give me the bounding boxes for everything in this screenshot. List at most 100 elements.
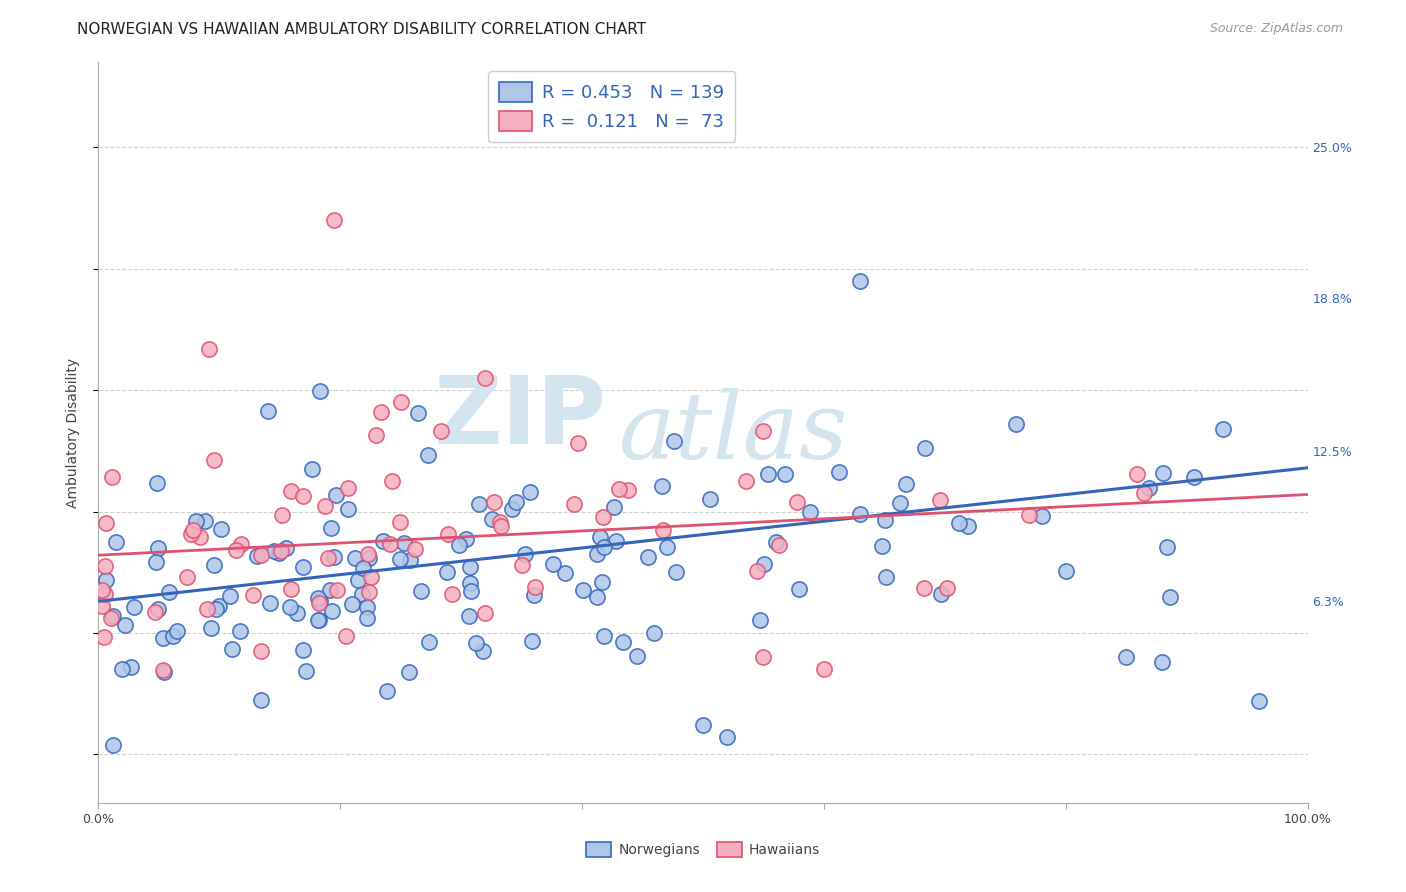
Point [607, 482, 630, 496]
Point [849, 274, 872, 288]
Point [651, 479, 673, 493]
Point [356, 600, 378, 615]
Point [460, 559, 482, 574]
Point [541, 557, 564, 571]
Point [929, 493, 952, 508]
Point [441, 587, 464, 601]
Point [270, 508, 292, 522]
Point [586, 547, 609, 561]
Point [197, 342, 219, 356]
Point [1005, 417, 1028, 431]
Point [489, 515, 512, 529]
Point [229, 624, 252, 639]
Point [321, 604, 343, 618]
Point [162, 629, 184, 643]
Text: ZIP: ZIP [433, 372, 606, 464]
Point [359, 551, 381, 566]
Point [1182, 469, 1205, 483]
Point [501, 502, 523, 516]
Point [101, 738, 124, 752]
Point [889, 496, 911, 510]
Point [747, 564, 769, 578]
Point [103, 608, 125, 623]
Point [301, 462, 323, 476]
Point [364, 427, 387, 442]
Point [436, 565, 458, 579]
Point [489, 518, 512, 533]
Point [101, 469, 124, 483]
Point [404, 542, 426, 557]
Y-axis label: Ambulatory Disability: Ambulatory Disability [66, 358, 80, 508]
Point [585, 591, 607, 605]
Point [692, 718, 714, 732]
Point [263, 544, 285, 558]
Point [896, 477, 918, 491]
Point [429, 424, 451, 438]
Point [870, 540, 893, 554]
Point [392, 536, 415, 550]
Point [512, 558, 534, 572]
Point [120, 660, 142, 674]
Point [93, 630, 115, 644]
Point [554, 566, 576, 581]
Point [356, 611, 378, 625]
Point [593, 540, 616, 554]
Point [309, 384, 332, 398]
Point [734, 474, 756, 488]
Point [389, 552, 412, 566]
Point [96, 516, 118, 530]
Point [267, 546, 290, 560]
Point [146, 601, 169, 615]
Point [388, 515, 411, 529]
Point [474, 371, 496, 385]
Point [1115, 650, 1137, 665]
Point [205, 602, 228, 616]
Point [484, 495, 506, 509]
Point [337, 481, 360, 495]
Point [94, 573, 117, 587]
Point [765, 534, 787, 549]
Point [1018, 508, 1040, 523]
Point [591, 575, 613, 590]
Point [292, 560, 315, 574]
Point [218, 590, 240, 604]
Point [467, 497, 489, 511]
Point [325, 488, 347, 502]
Text: NORWEGIAN VS HAWAIIAN AMBULATORY DISABILITY CORRELATION CHART: NORWEGIAN VS HAWAIIAN AMBULATORY DISABIL… [77, 22, 647, 37]
Point [418, 448, 440, 462]
Point [375, 683, 398, 698]
Point [246, 549, 269, 563]
Point [221, 641, 243, 656]
Point [562, 497, 585, 511]
Point [285, 606, 308, 620]
Point [316, 551, 339, 566]
Text: Source: ZipAtlas.com: Source: ZipAtlas.com [1209, 22, 1343, 36]
Point [418, 634, 440, 648]
Point [114, 618, 136, 632]
Point [716, 731, 738, 745]
Point [337, 501, 360, 516]
Point [347, 573, 370, 587]
Point [229, 537, 252, 551]
Point [208, 599, 231, 613]
Point [326, 582, 349, 597]
Point [91, 583, 114, 598]
Point [957, 519, 980, 533]
Point [786, 495, 808, 509]
Point [662, 434, 685, 449]
Point [180, 526, 202, 541]
Point [411, 584, 433, 599]
Point [1152, 655, 1174, 669]
Point [280, 582, 302, 596]
Point [447, 538, 470, 552]
Point [104, 535, 127, 549]
Point [912, 581, 935, 595]
Point [335, 629, 357, 643]
Point [406, 406, 429, 420]
Point [799, 505, 821, 519]
Point [513, 547, 536, 561]
Point [458, 575, 481, 590]
Point [146, 475, 169, 490]
Point [323, 213, 346, 227]
Point [314, 500, 336, 514]
